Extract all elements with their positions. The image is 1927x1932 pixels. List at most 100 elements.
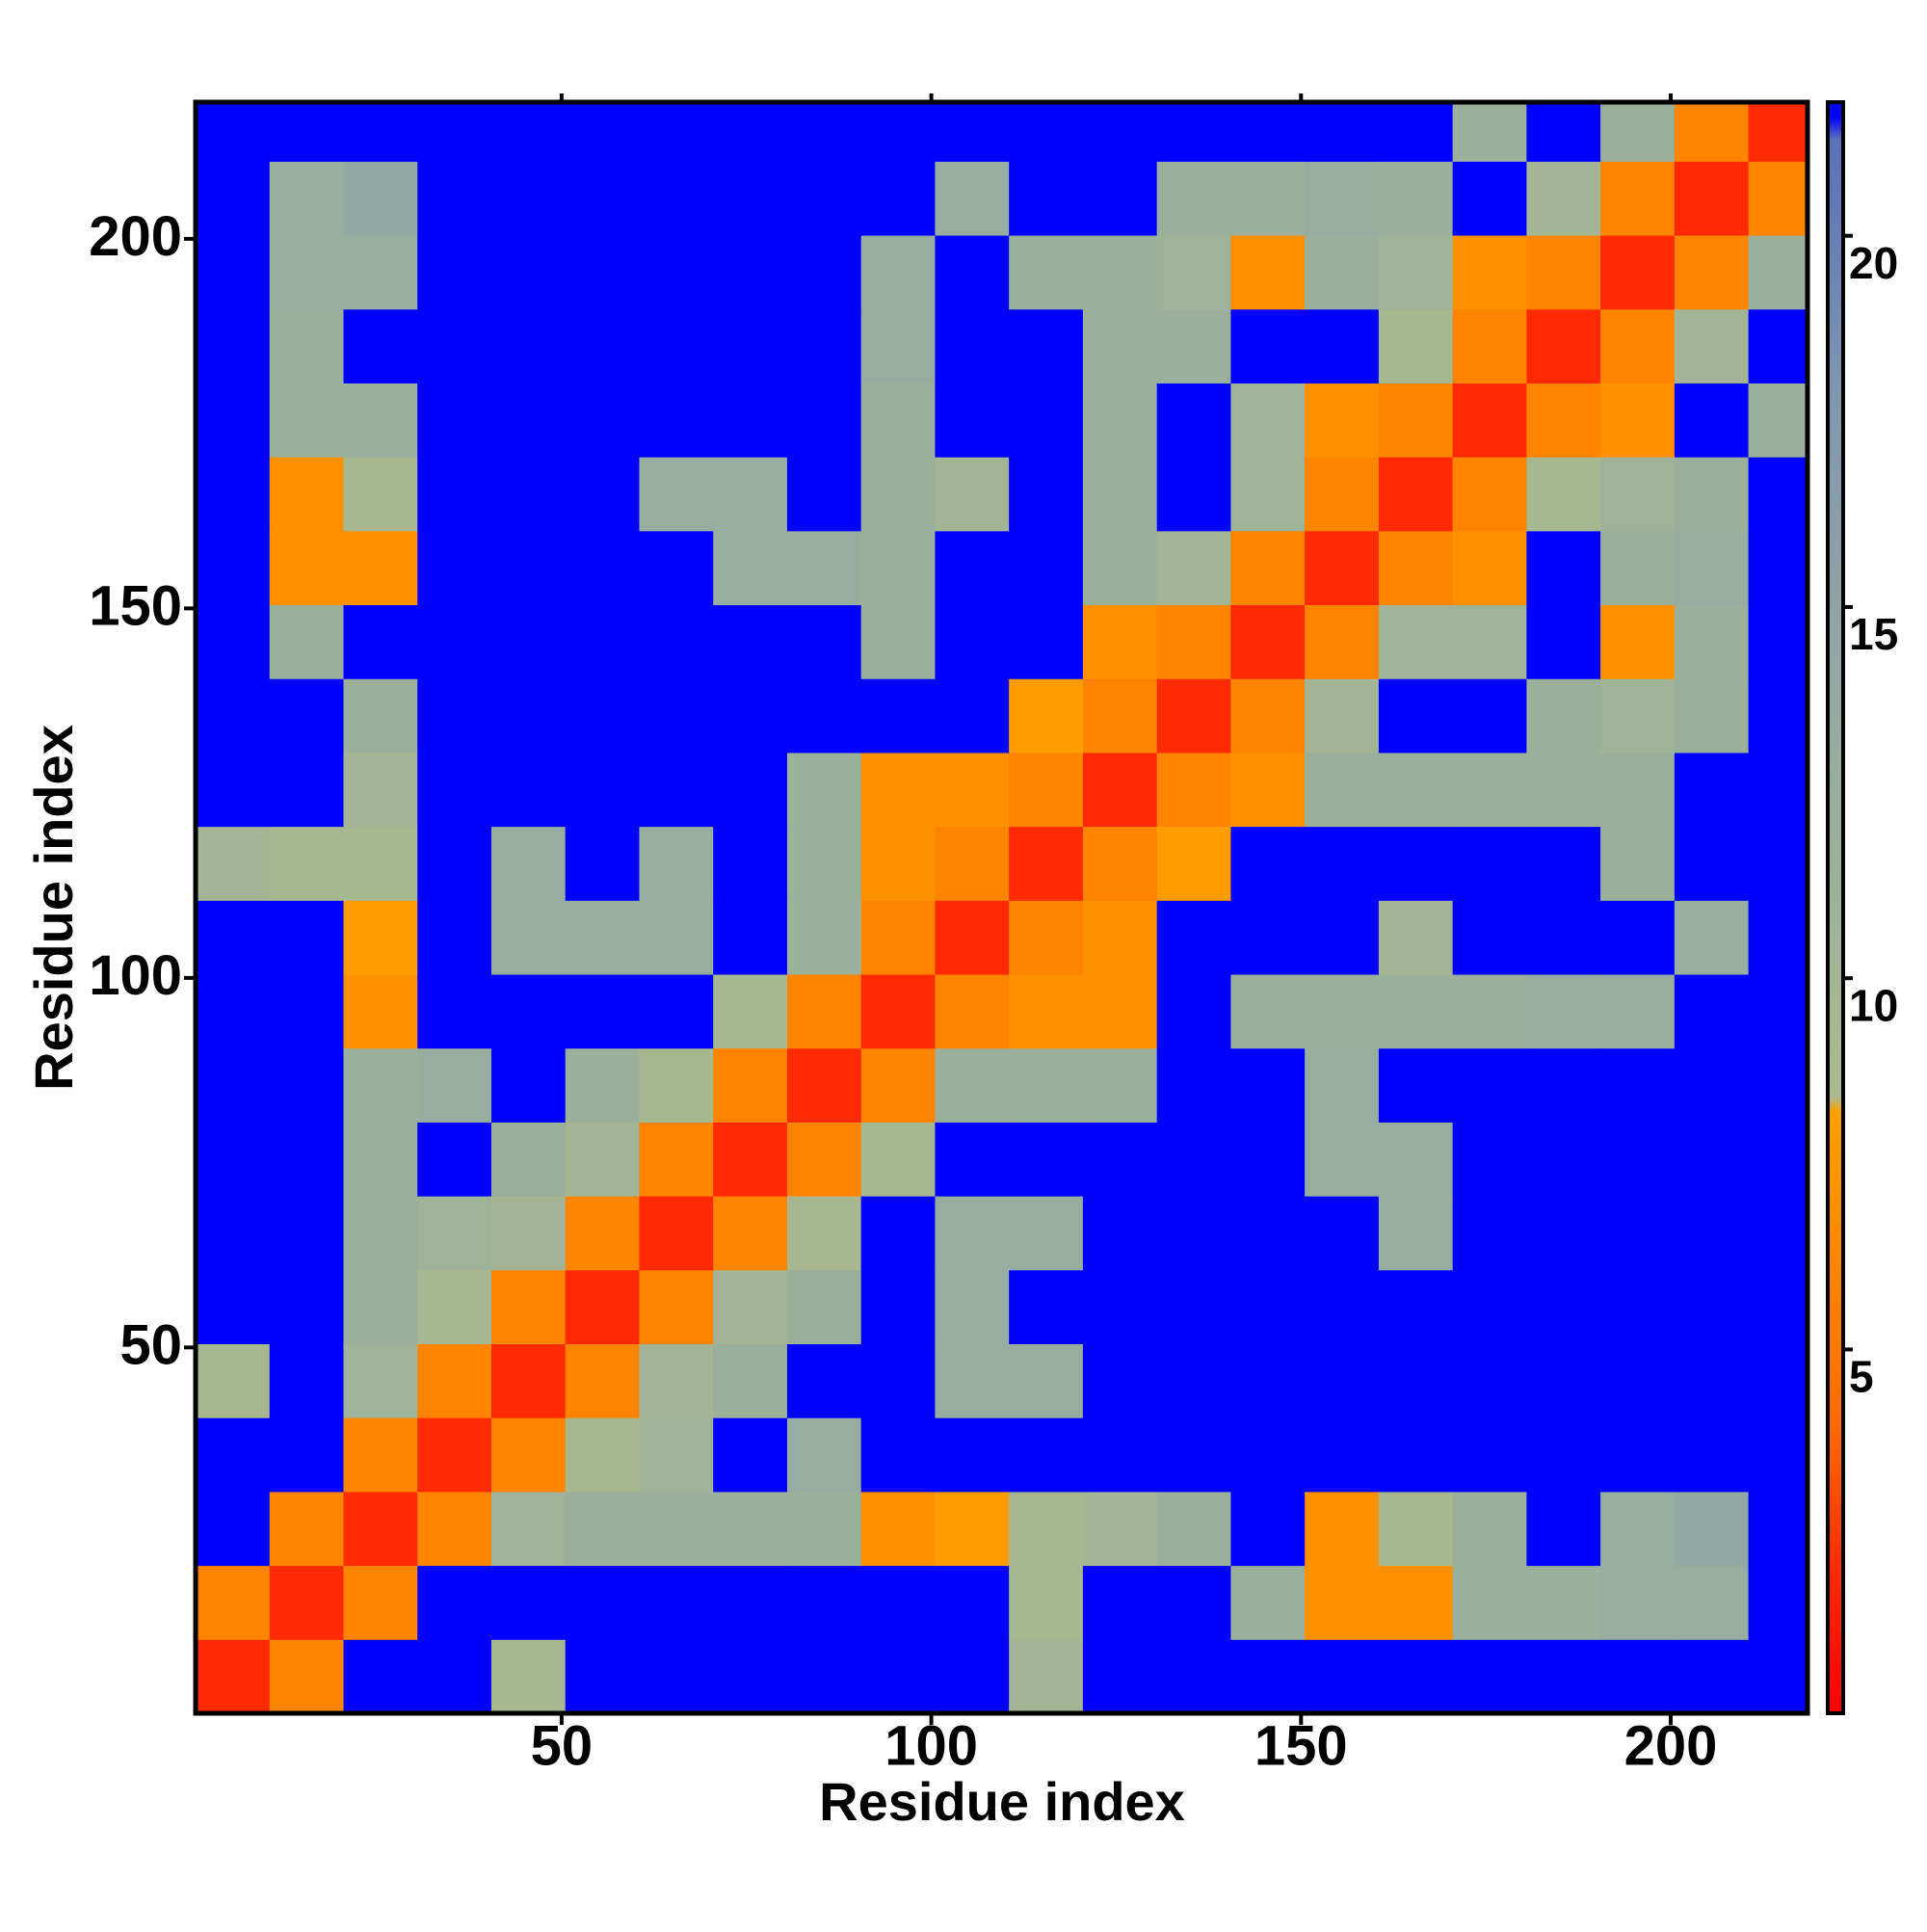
heatmap-cell: [1600, 1343, 1676, 1418]
heatmap-cell: [490, 308, 567, 384]
heatmap-cell: [1748, 1196, 1808, 1271]
heatmap-cell: [1452, 1269, 1527, 1345]
heatmap-cell: [786, 457, 862, 532]
heatmap-cell: [1748, 308, 1808, 384]
heatmap-cell: [565, 457, 640, 532]
heatmap-cell: [1452, 1417, 1527, 1493]
heatmap-cell: [1082, 235, 1158, 310]
heatmap-cell: [196, 900, 271, 975]
heatmap-cell: [1378, 826, 1454, 901]
heatmap-cell: [1156, 1122, 1231, 1197]
heatmap-cell: [1452, 1491, 1527, 1567]
heatmap-cell: [565, 1491, 640, 1567]
heatmap-cell: [1452, 102, 1527, 162]
heatmap-cell: [1082, 1196, 1158, 1271]
heatmap-cell: [786, 235, 862, 310]
heatmap-cell: [935, 752, 1010, 828]
heatmap-cell: [1305, 383, 1380, 458]
heatmap-cell: [1526, 1196, 1601, 1271]
heatmap-cell: [565, 604, 640, 679]
heatmap-cell: [1452, 974, 1527, 1049]
heatmap-cell: [1526, 604, 1601, 679]
heatmap-cell: [269, 161, 344, 236]
heatmap-cell: [639, 1269, 714, 1345]
heatmap-cell: [860, 1196, 936, 1271]
heatmap-cell: [860, 826, 936, 901]
heatmap-cell: [1674, 1196, 1750, 1271]
heatmap-cell: [1156, 1196, 1231, 1271]
heatmap-cell: [935, 900, 1010, 975]
heatmap-cell: [1452, 235, 1527, 310]
heatmap-cell: [639, 1343, 714, 1418]
heatmap-cell: [417, 752, 492, 828]
heatmap-cell: [786, 102, 862, 162]
colorbar: [1826, 100, 1845, 1715]
heatmap-cell: [490, 530, 567, 606]
heatmap-cell: [417, 826, 492, 901]
heatmap-cell: [1378, 235, 1454, 310]
heatmap-cell: [935, 604, 1010, 679]
heatmap-cell: [786, 1491, 862, 1567]
heatmap-cell: [269, 1122, 344, 1197]
heatmap-cell: [1526, 308, 1601, 384]
heatmap-cell: [1452, 900, 1527, 975]
heatmap-cell: [1526, 1343, 1601, 1418]
heatmap-cell: [1674, 1122, 1750, 1197]
heatmap-cell: [1674, 457, 1750, 532]
heatmap-cell: [1082, 1491, 1158, 1567]
heatmap-cell: [639, 826, 714, 901]
heatmap-cell: [786, 678, 862, 754]
heatmap-cell: [1305, 1565, 1380, 1640]
heatmap-cell: [1674, 161, 1750, 236]
heatmap-cell: [417, 235, 492, 310]
heatmap-cell: [343, 1196, 418, 1271]
heatmap-cell: [417, 1122, 492, 1197]
heatmap-cell: [1748, 1491, 1808, 1567]
heatmap-cell: [196, 161, 271, 236]
heatmap-cell: [196, 1417, 271, 1493]
heatmap-cell: [269, 457, 344, 532]
y-axis-title: Residue index: [23, 725, 84, 1091]
heatmap-cell: [417, 1491, 492, 1567]
heatmap-cell: [196, 826, 271, 901]
heatmap-cell: [639, 102, 714, 162]
heatmap-cell: [1230, 1565, 1306, 1640]
heatmap-cell: [1156, 826, 1231, 901]
heatmap-cell: [269, 826, 344, 901]
heatmap-cell: [343, 1565, 418, 1640]
heatmap-cell: [490, 1639, 567, 1714]
heatmap-cell: [417, 1417, 492, 1493]
heatmap-cell: [565, 1047, 640, 1123]
heatmap-cell: [343, 752, 418, 828]
heatmap-cell: [343, 1491, 418, 1567]
heatmap-cell: [713, 900, 788, 975]
heatmap-cell: [639, 1565, 714, 1640]
heatmap-cell: [1378, 1196, 1454, 1271]
heatmap-cell: [269, 235, 344, 310]
heatmap-cell: [490, 1196, 567, 1271]
heatmap-cell: [1748, 457, 1808, 532]
heatmap-cell: [490, 1047, 567, 1123]
heatmap-cell: [1305, 1417, 1380, 1493]
heatmap-cell: [1230, 1491, 1306, 1567]
heatmap-cell: [786, 383, 862, 458]
heatmap-cell: [1600, 826, 1676, 901]
heatmap-cell: [1082, 161, 1158, 236]
heatmap-cell: [1378, 1491, 1454, 1567]
heatmap-cell: [565, 678, 640, 754]
heatmap-cell: [565, 383, 640, 458]
x-tick-label: 50: [531, 1714, 594, 1777]
heatmap-cell: [417, 1565, 492, 1640]
heatmap-cell: [269, 1343, 344, 1418]
heatmap-cell: [639, 1196, 714, 1271]
heatmap-cell: [1305, 974, 1380, 1049]
heatmap-cell: [935, 1417, 1010, 1493]
heatmap-cell: [269, 1491, 344, 1567]
heatmap-cell: [1082, 1343, 1158, 1418]
heatmap-cell: [935, 1565, 1010, 1640]
heatmap-cell: [1674, 530, 1750, 606]
heatmap-cell: [860, 604, 936, 679]
heatmap-cell: [1305, 1196, 1380, 1271]
y-tick-label: 100: [89, 944, 182, 1007]
heatmap-cell: [565, 974, 640, 1049]
